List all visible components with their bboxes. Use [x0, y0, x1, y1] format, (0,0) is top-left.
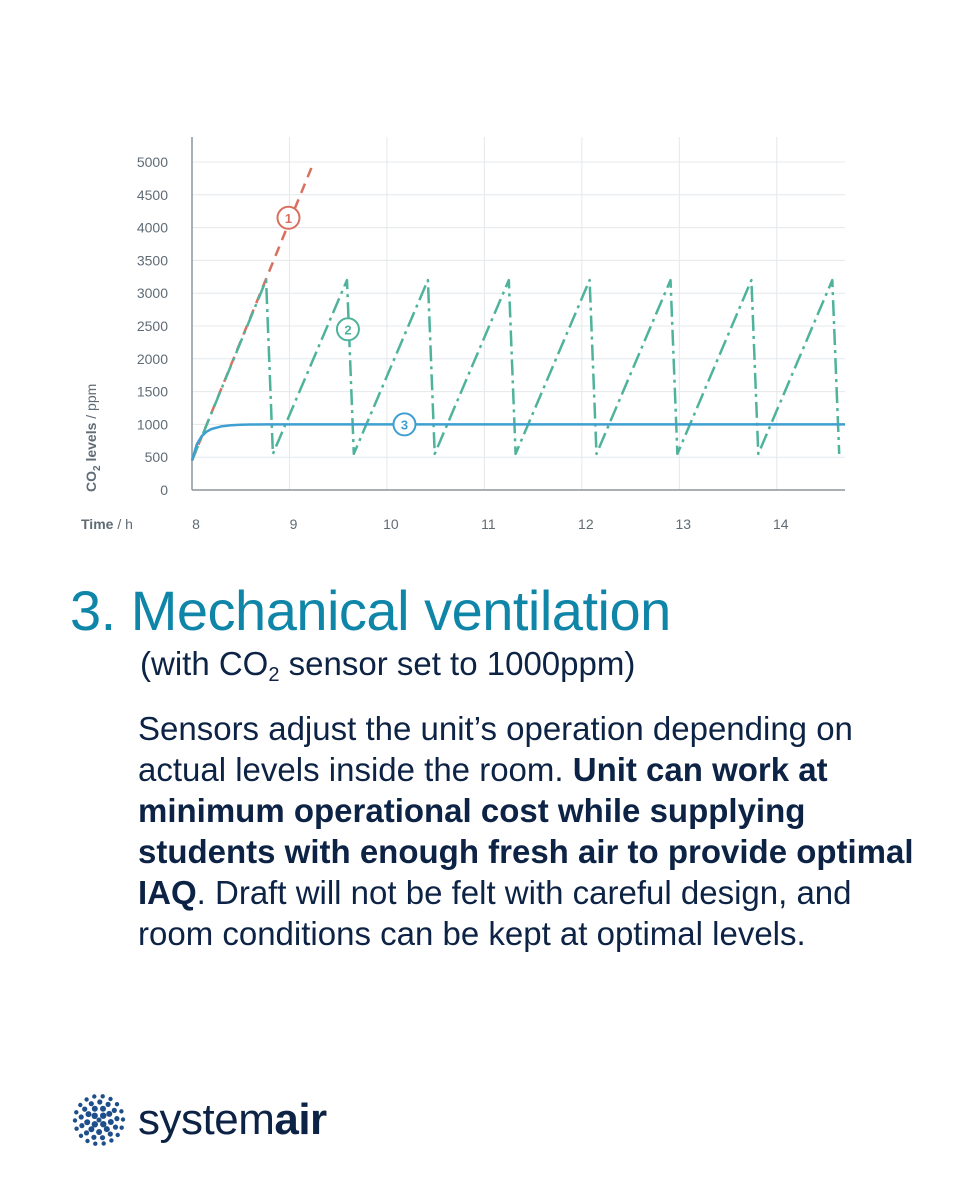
page-subtitle: (with CO2 sensor set to 1000ppm): [140, 645, 635, 687]
y-tick-label: 5000: [137, 154, 168, 170]
logo-dot: [82, 1106, 88, 1112]
brand-name: systemair: [138, 1095, 327, 1145]
subtitle-open: (with CO: [140, 645, 269, 682]
y-axis-title-rest: levels: [83, 422, 99, 465]
logo-dot: [103, 1126, 110, 1133]
x-axis-title: Time / h: [81, 516, 133, 532]
logo-dot: [109, 1138, 114, 1143]
logo-dot: [93, 1141, 98, 1146]
logo-dot: [78, 1114, 84, 1120]
logo-dot: [78, 1102, 83, 1108]
series-marker-circle: [335, 317, 360, 342]
logo-dot: [115, 1132, 120, 1138]
logo-dot: [84, 1097, 89, 1102]
logo-dot: [112, 1124, 119, 1130]
y-tick-label: 1000: [137, 416, 168, 432]
logo-dot: [91, 1105, 98, 1112]
subtitle-close: sensor set to 1000ppm): [279, 645, 636, 682]
y-tick-label: 3000: [137, 285, 168, 301]
x-tick-label: 8: [192, 516, 200, 532]
x-tick-label: 13: [676, 516, 692, 532]
logo-dot: [92, 1094, 97, 1099]
logo-dot: [100, 1112, 107, 1119]
brand-logo: systemair: [70, 1090, 327, 1150]
logo-dot: [119, 1125, 124, 1130]
logo-dot: [106, 1110, 113, 1117]
subtitle-subscript: 2: [268, 664, 280, 686]
logo-dot: [78, 1133, 84, 1138]
logo-dot: [74, 1110, 79, 1115]
logo-dot: [83, 1130, 90, 1136]
series-marker-label: 1: [285, 211, 292, 226]
x-axis-title-main: Time: [81, 516, 114, 532]
logo-dot: [91, 1121, 98, 1128]
y-tick-label: 3500: [137, 252, 168, 268]
logo-dot: [96, 1117, 102, 1123]
description-part-1: Sensors adjust the unit’s operation depe…: [138, 710, 853, 788]
series-1-line: [190, 161, 315, 461]
logo-dot: [100, 1105, 106, 1112]
x-tick-label: 14: [773, 516, 789, 532]
y-tick-label: 2000: [137, 351, 168, 367]
y-axis-unit: ppm: [83, 384, 99, 411]
series-2-line: [190, 278, 841, 461]
y-tick-label: 4000: [137, 220, 168, 236]
logo-dot: [100, 1121, 107, 1128]
y-tick-label: 4500: [137, 187, 168, 203]
logo-dot: [108, 1096, 113, 1102]
logo-dot: [107, 1131, 113, 1137]
x-axis-unit: h: [125, 516, 133, 532]
y-tick-label: 1500: [137, 384, 168, 400]
y-axis-title-co: CO: [83, 471, 99, 492]
brand-name-light: system: [138, 1095, 275, 1144]
series-marker-label: 2: [344, 322, 351, 337]
logo-dot: [74, 1126, 79, 1131]
logo-dot: [114, 1116, 120, 1122]
series-marker-label: 3: [401, 417, 408, 432]
logo-dot: [119, 1109, 124, 1114]
x-axis-title-separator: /: [113, 516, 125, 532]
chart-svg: 123 050010001500200025003000350040004500…: [81, 137, 845, 532]
logo-dot: [79, 1123, 85, 1129]
logo-dot: [85, 1138, 90, 1144]
logo-dot: [107, 1119, 114, 1125]
series-3-line: [190, 423, 845, 461]
y-tick-label: 500: [145, 449, 169, 465]
logo-dot: [100, 1094, 105, 1099]
logo-dot: [96, 1129, 103, 1135]
description-bold: Unit can work at minimum operational cos…: [138, 751, 914, 911]
logo-dot: [120, 1117, 126, 1122]
logo-dot: [88, 1101, 94, 1107]
brand-name-bold: air: [274, 1095, 327, 1144]
logo-dot: [91, 1134, 97, 1140]
logo-dot: [101, 1141, 106, 1146]
y-tick-label: 0: [160, 482, 168, 498]
logo-dot: [97, 1099, 103, 1105]
series-marker-circle: [276, 205, 301, 230]
logo-dot: [111, 1107, 117, 1113]
y-tick-label: 2500: [137, 318, 168, 334]
logo-dot: [114, 1102, 120, 1107]
logo-dot: [99, 1135, 106, 1141]
logo-dot: [91, 1112, 98, 1119]
logo-dot: [85, 1111, 92, 1118]
systemair-logo-icon: [72, 1094, 126, 1146]
description-part-2: . Draft will not be felt with careful de…: [138, 874, 852, 952]
x-tick-label: 12: [578, 516, 594, 532]
x-tick-label: 11: [481, 516, 496, 532]
logo-dot: [84, 1119, 91, 1126]
y-axis-title-sub: 2: [92, 465, 103, 471]
x-tick-label: 10: [383, 516, 399, 532]
description: Sensors adjust the unit’s operation depe…: [138, 708, 918, 954]
logo-dot: [105, 1101, 111, 1107]
y-axis-title: CO2 levels / ppm: [83, 384, 103, 492]
page-title: 3. Mechanical ventilation: [70, 579, 671, 642]
y-axis-title-separator: /: [83, 411, 99, 423]
logo-dot: [88, 1126, 95, 1133]
x-tick-label: 9: [290, 516, 298, 532]
logo-dot: [72, 1118, 78, 1123]
series-marker-circle: [392, 412, 417, 437]
